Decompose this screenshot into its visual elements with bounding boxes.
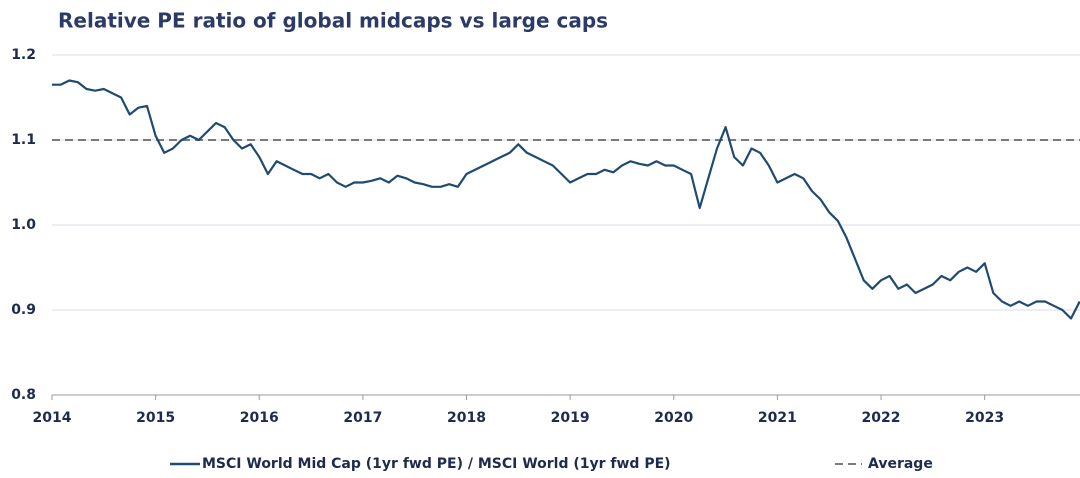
x-tick-label: 2023 (965, 410, 1004, 426)
x-tick-label: 2019 (551, 410, 590, 426)
legend-label: MSCI World Mid Cap (1yr fwd PE) / MSCI W… (202, 456, 671, 472)
y-tick-label: 0.8 (11, 387, 36, 403)
y-tick-label: 1.1 (11, 132, 36, 148)
x-tick-label: 2014 (33, 410, 72, 426)
y-tick-label: 1.2 (11, 47, 36, 63)
x-tick-label: 2020 (654, 410, 693, 426)
x-tick-label: 2022 (862, 410, 901, 426)
y-tick-label: 1.0 (11, 217, 36, 233)
x-tick-label: 2015 (136, 410, 175, 426)
x-tick-label: 2018 (447, 410, 486, 426)
legend-label: Average (868, 456, 933, 472)
y-tick-label: 0.9 (11, 302, 36, 318)
x-tick-label: 2021 (758, 410, 797, 426)
x-tick-label: 2017 (343, 410, 382, 426)
data-line (52, 79, 1080, 320)
chart-title: Relative PE ratio of global midcaps vs l… (58, 9, 608, 33)
x-tick-label: 2016 (240, 410, 279, 426)
